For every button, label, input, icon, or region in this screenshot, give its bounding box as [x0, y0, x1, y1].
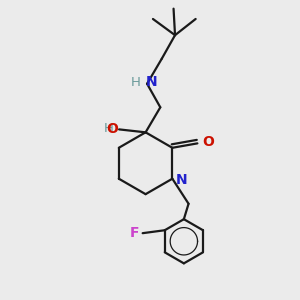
Text: N: N	[146, 75, 157, 89]
Text: O: O	[106, 122, 118, 136]
Text: N: N	[176, 173, 188, 187]
Text: H: H	[104, 122, 114, 135]
Text: F: F	[130, 226, 139, 240]
Text: O: O	[202, 135, 214, 149]
Text: H: H	[131, 76, 141, 89]
